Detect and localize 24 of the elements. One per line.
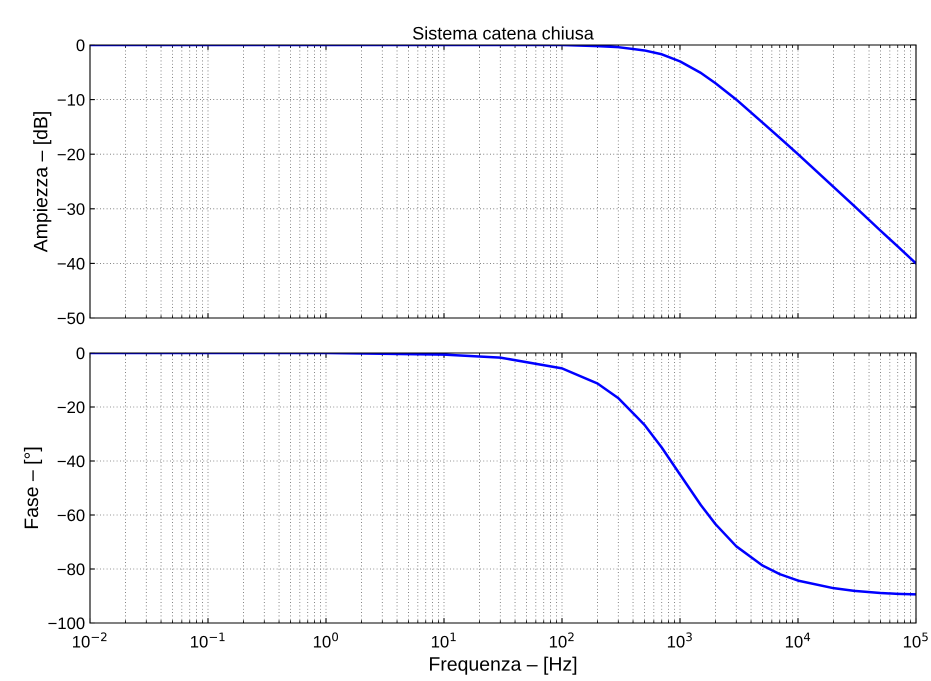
- y-tick-label: −50: [58, 312, 84, 324]
- x-tick-label: 10$^{−1}$: [191, 632, 225, 648]
- y-tick-label: −80: [58, 563, 84, 576]
- y-tick-label: −100: [48, 617, 84, 630]
- x-tick-label: 10$^{3}$: [668, 632, 692, 648]
- chart-title: Sistema catena chiusa: [412, 26, 594, 40]
- y-tick-label: −10: [58, 94, 84, 106]
- y-tick-label: 0: [76, 347, 84, 360]
- y-tick-label: −60: [58, 509, 84, 522]
- y-tick-label: −20: [58, 401, 84, 414]
- y-tick-label: −40: [58, 258, 84, 270]
- x-tick-label: 10$^{−2}$: [73, 632, 106, 648]
- y-axis-title: Fase – [°]: [24, 448, 42, 528]
- y-tick-label: −20: [58, 148, 84, 160]
- y-tick-label: −40: [58, 455, 84, 468]
- x-tick-label: 10$^{2}$: [550, 632, 574, 648]
- y-axis-title: Ampiezza – [dB]: [33, 112, 52, 252]
- x-tick-label: 10$^{0}$: [314, 632, 338, 648]
- x-tick-label: 10$^{5}$: [904, 632, 928, 648]
- y-tick-label: 0: [76, 39, 84, 52]
- x-tick-label: 10$^{4}$: [786, 632, 810, 648]
- y-tick-label: −30: [58, 203, 84, 216]
- x-tick-label: 10$^{1}$: [432, 632, 456, 648]
- x-axis-title: Frequenza – [Hz]: [430, 656, 576, 675]
